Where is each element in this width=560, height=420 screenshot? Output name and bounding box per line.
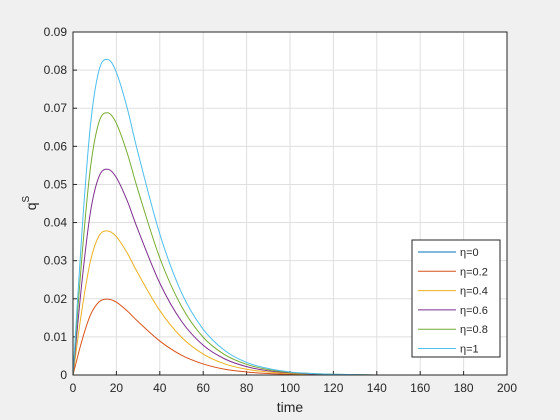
x-tick-label: 120 <box>323 381 343 395</box>
y-tick-label: 0.06 <box>44 139 68 153</box>
y-tick-label: 0 <box>60 368 67 382</box>
x-tick-label: 80 <box>240 381 254 395</box>
x-tick-label: 60 <box>197 381 211 395</box>
x-tick-label: 0 <box>70 381 77 395</box>
x-tick-label: 180 <box>454 381 474 395</box>
y-tick-label: 0.04 <box>44 216 68 230</box>
legend-label-2: η=0.4 <box>460 286 488 298</box>
legend-label-3: η=0.6 <box>460 305 488 317</box>
y-tick-label: 0.07 <box>44 101 68 115</box>
legend-box <box>411 239 501 358</box>
y-tick-label: 0.05 <box>44 177 68 191</box>
x-tick-label: 140 <box>367 381 387 395</box>
x-tick-label: 200 <box>497 381 517 395</box>
x-axis-label: time <box>277 399 304 415</box>
legend: η=0 η=0.2 η=0.4 η=0.6 η=0.8 η=1 <box>411 239 501 358</box>
y-tick-label: 0.09 <box>44 25 68 39</box>
x-tick-label: 40 <box>153 381 167 395</box>
x-tick-label: 20 <box>110 381 124 395</box>
x-tick-label: 100 <box>280 381 300 395</box>
plot-frame <box>72 31 508 376</box>
y-tick-label: 0.01 <box>44 330 68 344</box>
y-axis-label: qS <box>21 195 39 210</box>
y-tick-label: 0.02 <box>44 292 68 306</box>
x-tick-label: 160 <box>410 381 430 395</box>
legend-label-0: η=0 <box>460 247 479 259</box>
y-tick-labels: 0 0.01 0.02 0.03 0.04 0.05 0.06 0.07 0.08 0.09 <box>44 25 68 382</box>
x-tick-labels: 0 20 40 60 80 100 120 140 160 180 200 <box>70 381 518 395</box>
legend-label-5: η=1 <box>460 344 479 356</box>
y-tick-label: 0.03 <box>44 254 68 268</box>
y-axis-label-superscript: S <box>21 195 32 202</box>
legend-label-1: η=0.2 <box>460 266 488 278</box>
y-tick-label: 0.08 <box>44 63 68 77</box>
legend-label-4: η=0.8 <box>460 324 488 336</box>
